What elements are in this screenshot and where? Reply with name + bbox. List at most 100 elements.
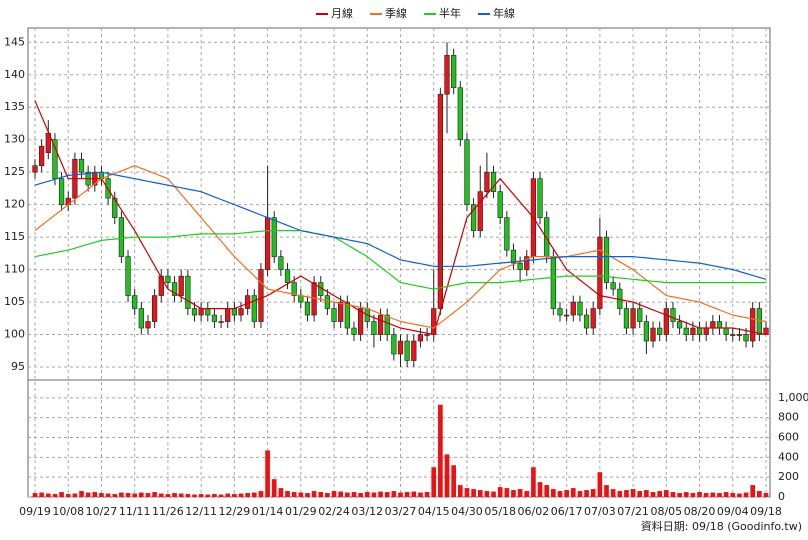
ma-line [34,230,766,290]
volume-bar [683,492,689,497]
candle-body [264,217,271,270]
candle-body [564,314,570,317]
candle-body [78,158,85,173]
y2-tick-label: 600 [778,431,799,444]
candle-body [118,217,125,257]
x-tick-label: 09/04 [717,505,749,518]
candle-body [284,269,291,283]
volume-bar [590,489,596,497]
volume-bar [597,472,603,497]
volume-bar [119,492,124,497]
volume-bar [551,489,556,497]
volume-bar [132,493,138,497]
candle-body [397,340,404,355]
candle-body [663,308,669,335]
candle-body [32,165,38,173]
candle-body [696,327,703,335]
volume-bar [285,491,290,497]
volume-bar [624,490,629,497]
candle-body [690,327,696,335]
volume-bar [351,492,357,497]
volume-bar [205,494,211,497]
volume-bar [305,493,310,497]
volume-bar [650,492,656,497]
candle-body [151,295,158,322]
volume-bar [511,490,516,497]
volume-bar [670,492,676,497]
y-tick-label: 115 [4,230,25,243]
y-tick-label: 95 [11,360,25,373]
volume-bar [218,494,224,497]
volume-bar [444,454,450,497]
x-tick-label: 03/27 [385,505,417,518]
volume-bar [438,404,443,497]
candle-body [371,321,377,335]
candle-body [331,308,337,322]
volume-bar [471,489,476,497]
volume-bar [212,494,217,497]
volume-bar [105,493,111,497]
candle-body [710,321,716,329]
candle-body [603,236,610,283]
candle-body [477,191,483,231]
candle-body [112,197,118,218]
x-tick-label: 08/20 [684,505,716,518]
candle-body [52,139,58,179]
x-tick-label: 07/21 [617,505,649,518]
candle-body [630,308,636,329]
candle-body [39,145,45,166]
legend-label: 月線 [331,6,353,20]
volume-bar [72,493,78,497]
candle-body [218,321,224,323]
candle-body [676,321,683,329]
volume-bar [710,492,716,497]
y-tick-label: 135 [4,100,25,113]
x-tick-label: 09/18 [750,505,782,518]
volume-bar [198,494,204,497]
volume-bar [65,494,71,497]
volume-bar [139,492,144,497]
candle-body [384,314,390,335]
volume-bar [544,485,550,497]
candle-body [470,204,477,231]
candle-body [504,217,510,251]
candle-body [657,327,663,335]
y-tick-label: 130 [4,133,25,146]
candle-body [424,334,430,336]
volume-bar [172,493,177,497]
volume-bar [617,491,623,497]
volume-bar [457,485,463,497]
volume-bar [232,494,237,497]
y-tick-label: 100 [4,328,25,341]
y2-tick-label: 1,000 [778,391,808,404]
candle-body [756,308,762,335]
volume-bar [125,493,131,497]
y-tick-label: 145 [4,35,25,48]
candle-body [650,327,656,342]
candle-body [211,314,218,322]
volume-bar [271,479,277,497]
volume-bar [331,491,337,497]
volume-bar [338,491,344,497]
candle-body [590,308,596,329]
volume-bar [345,492,350,497]
volume-bar [79,491,84,497]
volume-bar [564,490,569,497]
plot-frame [27,27,771,498]
candle-body [750,308,756,342]
candle-body [451,54,457,89]
candle-body [178,275,184,296]
candle-body [597,236,603,309]
candle-body [703,327,709,335]
volume-bar [165,494,171,497]
candle-body [537,178,543,218]
volume-bar [39,492,44,497]
candle-body [391,334,397,355]
volume-bar [325,493,330,497]
volume-bar [570,488,576,497]
volume-bar [404,492,410,497]
volume-bar [424,492,430,497]
x-tick-label: 06/17 [551,505,583,518]
candle-body [577,301,583,316]
ma-line [34,171,767,280]
